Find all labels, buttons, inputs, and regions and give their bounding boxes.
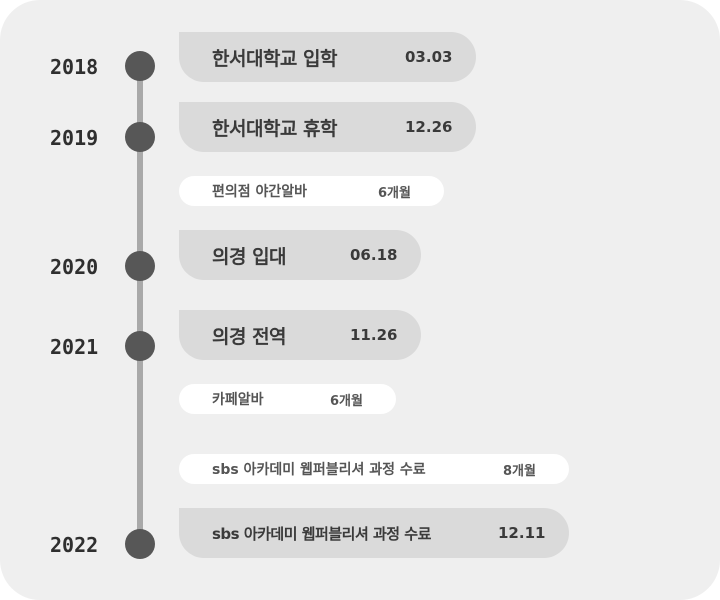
- event-date: 06.18: [350, 246, 398, 264]
- event-pill: 편의점 야간알바 6개월: [179, 176, 444, 206]
- event-pill: 의경 입대 06.18: [179, 230, 421, 280]
- event-date: 03.03: [405, 48, 453, 66]
- year-label: 2019: [50, 126, 99, 150]
- event-date: 6개월: [330, 393, 363, 409]
- event-pill: 한서대학교 입학 03.03: [179, 32, 476, 82]
- timeline-line: [137, 66, 143, 546]
- timeline-dot: [125, 51, 155, 81]
- event-label: sbs 아카데미 웹퍼블리셔 과정 수료: [212, 462, 426, 478]
- event-date: 8개월: [503, 463, 536, 479]
- event-pill: sbs 아카데미 웹퍼블리셔 과정 수료 12.11: [179, 508, 569, 558]
- year-label: 2022: [50, 533, 99, 557]
- event-pill: 의경 전역 11.26: [179, 310, 421, 360]
- event-label: 한서대학교 입학: [212, 47, 337, 70]
- event-label: 편의점 야간알바: [212, 184, 308, 200]
- event-date: 11.26: [350, 326, 398, 344]
- year-label: 2018: [50, 55, 99, 79]
- timeline-dot: [125, 529, 155, 559]
- event-label: 의경 입대: [212, 245, 287, 268]
- year-label: 2021: [50, 335, 99, 359]
- timeline-dot: [125, 251, 155, 281]
- timeline-dot: [125, 122, 155, 152]
- timeline-dot: [125, 331, 155, 361]
- event-label: 한서대학교 휴학: [212, 117, 337, 140]
- event-pill: 한서대학교 휴학 12.26: [179, 102, 476, 152]
- year-label: 2020: [50, 255, 99, 279]
- event-pill: sbs 아카데미 웹퍼블리셔 과정 수료 8개월: [179, 454, 569, 484]
- event-date: 6개월: [378, 185, 411, 201]
- event-date: 12.11: [498, 524, 546, 542]
- event-label: 의경 전역: [212, 325, 287, 348]
- event-label: 카페알바: [212, 392, 264, 408]
- event-pill: 카페알바 6개월: [179, 384, 396, 414]
- event-date: 12.26: [405, 118, 453, 136]
- event-label: sbs 아카데미 웹퍼블리셔 과정 수료: [212, 524, 431, 543]
